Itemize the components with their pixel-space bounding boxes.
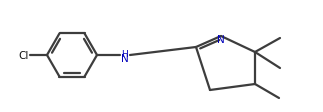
Text: N: N bbox=[121, 54, 129, 63]
Text: N: N bbox=[217, 35, 225, 45]
Text: H: H bbox=[122, 50, 128, 58]
Text: Cl: Cl bbox=[19, 51, 29, 60]
